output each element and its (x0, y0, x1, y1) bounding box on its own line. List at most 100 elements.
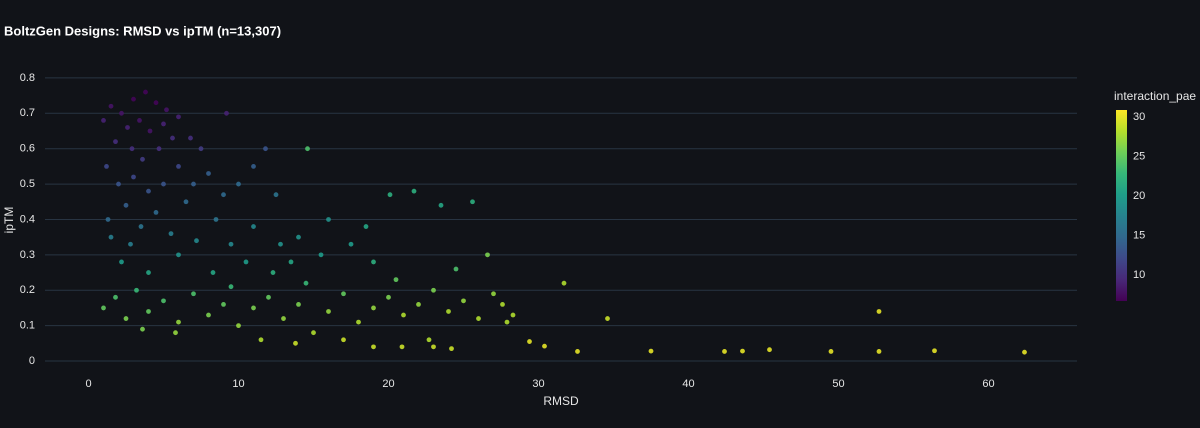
point (431, 287, 436, 293)
point (140, 156, 145, 162)
point (510, 312, 516, 318)
point (113, 294, 118, 300)
point (170, 135, 175, 141)
point (146, 270, 151, 275)
colorbar (1116, 110, 1127, 301)
point (416, 301, 421, 307)
point (270, 270, 276, 275)
point (146, 188, 151, 194)
point (206, 312, 211, 318)
y-tick-label: 0.8 (20, 72, 35, 84)
point (386, 294, 391, 300)
points (101, 89, 1027, 355)
y-tick-label: 0.2 (20, 284, 35, 296)
point (101, 305, 106, 311)
point (156, 146, 162, 152)
point (188, 135, 193, 141)
point (932, 348, 937, 354)
point (161, 121, 166, 127)
point (213, 217, 219, 222)
y-tick-label: 0.6 (20, 143, 35, 155)
x-tick-label: 0 (85, 378, 91, 390)
point (104, 163, 109, 169)
point (221, 301, 226, 307)
point (251, 224, 256, 229)
point (311, 330, 316, 336)
point (105, 217, 111, 222)
point (176, 319, 181, 325)
point (221, 192, 226, 198)
point (251, 305, 256, 311)
point (228, 284, 234, 290)
point (371, 305, 376, 311)
point (561, 280, 567, 286)
point (722, 349, 727, 354)
point (575, 349, 580, 354)
point (176, 252, 181, 258)
x-tick-label: 60 (982, 378, 994, 390)
point (461, 298, 466, 304)
point (258, 337, 264, 343)
point (263, 146, 268, 152)
point (326, 309, 331, 314)
point (119, 110, 124, 116)
x-tick-label: 10 (232, 378, 244, 390)
point (168, 231, 174, 237)
point (648, 348, 654, 354)
point (173, 330, 178, 336)
point (176, 163, 181, 169)
chart-title: BoltzGen Designs: RMSD vs ipTM (n=13,307… (4, 23, 281, 38)
point (183, 199, 189, 205)
point (108, 103, 114, 109)
point (210, 270, 216, 275)
point (401, 312, 406, 318)
x-tick-label: 30 (532, 378, 544, 390)
point (123, 316, 129, 321)
colorbar-tick-label: 15 (1133, 229, 1145, 241)
point (399, 344, 405, 350)
point (129, 146, 135, 152)
y-tick-label: 0.4 (20, 213, 35, 225)
point (740, 348, 745, 354)
point (828, 349, 834, 354)
point (446, 309, 451, 314)
y-tick-label: 0.1 (20, 320, 35, 332)
point (131, 96, 136, 102)
point (191, 181, 196, 187)
colorbar-tick-label: 10 (1133, 269, 1145, 281)
point (303, 280, 309, 286)
point (504, 319, 510, 325)
point (527, 339, 532, 344)
point (411, 188, 417, 194)
y-tick-label: 0 (29, 355, 35, 367)
colorbar-title: interaction_pae (1114, 89, 1196, 103)
point (356, 319, 361, 325)
point (224, 110, 229, 116)
point (131, 174, 136, 180)
point (876, 309, 882, 314)
x-tick-label: 20 (382, 378, 394, 390)
point (371, 259, 376, 265)
point (161, 181, 166, 187)
point (147, 128, 153, 134)
point (194, 238, 199, 244)
point (164, 107, 169, 113)
point (363, 224, 369, 229)
point (198, 146, 204, 152)
colorbar-tick-label: 30 (1133, 111, 1145, 123)
point (1022, 349, 1027, 355)
point (296, 234, 301, 240)
point (288, 259, 294, 265)
point (470, 199, 475, 205)
point (371, 344, 376, 350)
point (387, 192, 393, 198)
point (491, 291, 496, 297)
point (296, 301, 301, 307)
point (153, 209, 159, 215)
point (281, 316, 286, 321)
point (876, 349, 882, 354)
point (119, 259, 124, 265)
